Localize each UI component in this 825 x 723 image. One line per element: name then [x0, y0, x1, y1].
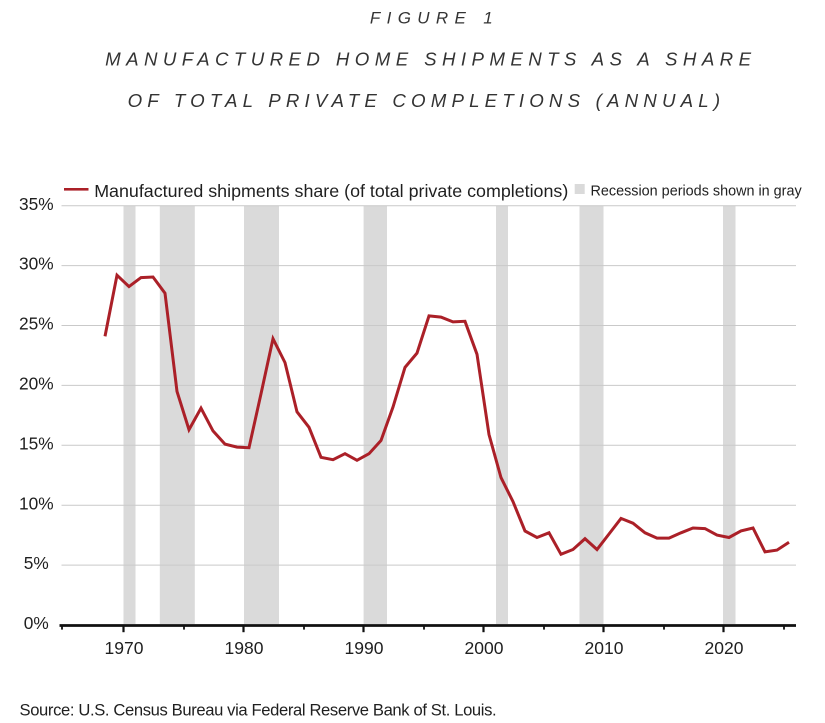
svg-text:5%: 5%	[24, 553, 49, 573]
svg-text:2020: 2020	[705, 638, 744, 658]
svg-text:Recession periods shown in gra: Recession periods shown in gray	[591, 184, 803, 200]
svg-text:2000: 2000	[465, 638, 504, 658]
svg-text:1990: 1990	[345, 638, 384, 658]
svg-text:25%: 25%	[19, 314, 54, 334]
svg-text:Manufactured shipments share (: Manufactured shipments share (of total p…	[94, 181, 568, 201]
svg-text:FIGURE 1: FIGURE 1	[370, 9, 499, 28]
svg-text:15%: 15%	[19, 433, 54, 453]
svg-text:35%: 35%	[19, 194, 54, 214]
svg-text:Source: U.S. Census Bureau via: Source: U.S. Census Bureau via Federal R…	[20, 701, 497, 720]
svg-text:1980: 1980	[225, 638, 264, 658]
svg-text:20%: 20%	[19, 374, 54, 394]
svg-text:OF TOTAL PRIVATE COMPLETIONS (: OF TOTAL PRIVATE COMPLETIONS (ANNUAL)	[128, 90, 726, 111]
svg-text:1970: 1970	[105, 638, 144, 658]
svg-text:0%: 0%	[24, 613, 49, 633]
svg-text:2010: 2010	[585, 638, 624, 658]
svg-text:30%: 30%	[19, 254, 54, 274]
svg-text:10%: 10%	[19, 493, 54, 513]
svg-text:MANUFACTURED HOME SHIPMENTS AS: MANUFACTURED HOME SHIPMENTS AS A SHARE	[105, 48, 756, 69]
